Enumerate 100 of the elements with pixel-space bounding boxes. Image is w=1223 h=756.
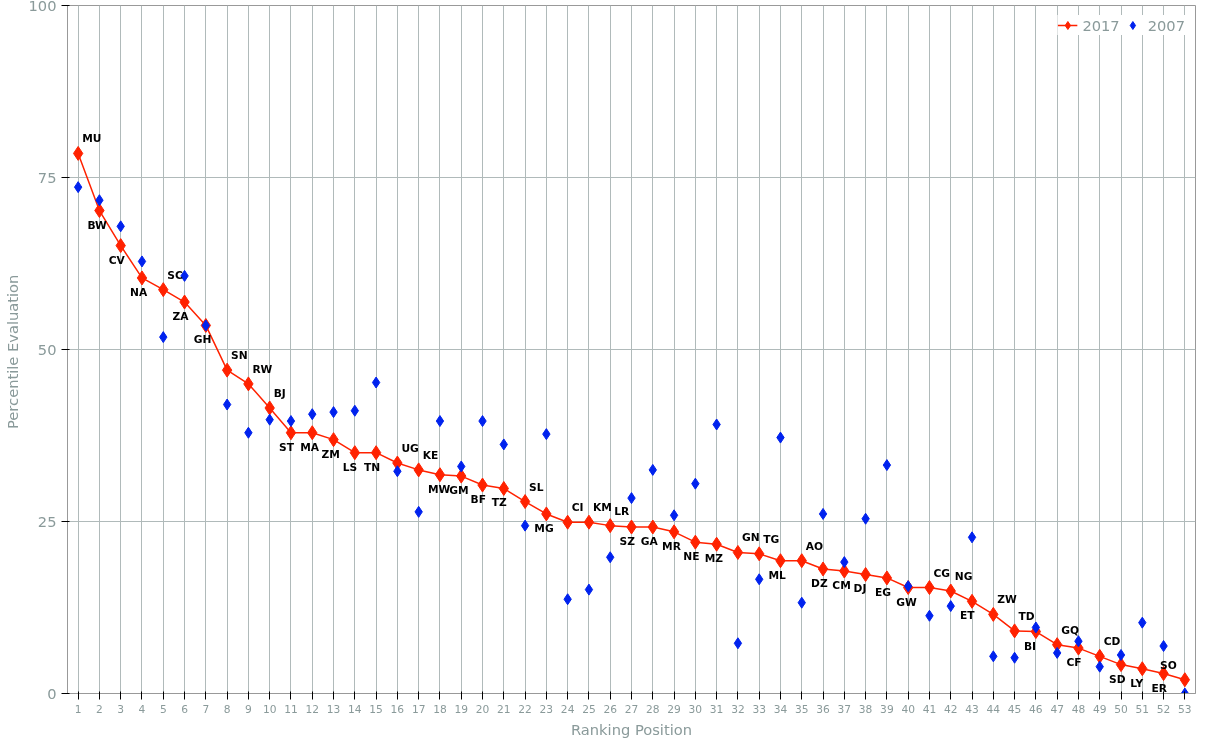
- annotation: ZM: [321, 447, 340, 461]
- x-tick-label: 18: [433, 702, 447, 716]
- x-tick-label: 49: [1092, 702, 1107, 716]
- annotation: TD: [1018, 609, 1035, 623]
- y-tick-label: 100: [28, 0, 57, 14]
- annotation: CG: [933, 566, 951, 580]
- x-tick-label: 38: [858, 702, 873, 716]
- x-tick-label: 52: [1156, 702, 1171, 716]
- x-tick-label: 29: [667, 702, 682, 716]
- annotation: NE: [683, 550, 700, 564]
- x-tick-label: 33: [752, 702, 766, 716]
- annotation: ER: [1151, 681, 1168, 695]
- x-tick-label: 44: [986, 702, 1001, 716]
- x-tick-label: 51: [1135, 702, 1150, 716]
- y-axis-title: Percentile Evaluation: [3, 274, 21, 429]
- x-tick-label: 48: [1071, 702, 1086, 716]
- x-tick-label: 22: [518, 702, 532, 716]
- annotation: SL: [529, 480, 544, 494]
- x-tick-label: 45: [1007, 702, 1022, 716]
- x-tick-label: 21: [497, 702, 511, 716]
- x-tick-label: 36: [816, 702, 831, 716]
- annotation: LS: [342, 460, 358, 474]
- annotation: EG: [874, 585, 891, 599]
- annotation: TG: [763, 532, 780, 546]
- legend-label: 2017: [1082, 16, 1120, 34]
- x-tick-label: 27: [624, 702, 639, 716]
- annotation: GH: [193, 333, 212, 347]
- annotation: RW: [252, 362, 273, 376]
- annotation: GA: [640, 535, 659, 548]
- y-tick-label: 75: [37, 168, 57, 186]
- x-tick-label: 30: [688, 702, 703, 716]
- x-tick-label: 15: [369, 702, 383, 716]
- annotation: ST: [278, 440, 295, 454]
- annotation: BF: [470, 493, 486, 507]
- annotation: CF: [1066, 656, 1082, 670]
- x-tick-label: 11: [284, 702, 298, 716]
- x-tick-label: 43: [965, 702, 979, 716]
- x-tick-label: 2: [96, 702, 103, 716]
- annotation: KE: [422, 448, 439, 462]
- annotation: CV: [108, 253, 126, 267]
- annotation: SO: [1160, 658, 1177, 672]
- x-tick-label: 9: [245, 702, 253, 716]
- annotation: GQ: [1061, 623, 1079, 637]
- annotation: ET: [960, 609, 976, 623]
- x-tick-label: 46: [1029, 702, 1043, 716]
- x-tick-label: 14: [348, 702, 362, 716]
- x-tick-label: 42: [943, 702, 958, 716]
- x-tick-label: 16: [390, 702, 405, 716]
- x-tick-label: 53: [1178, 702, 1192, 716]
- annotation: MA: [300, 440, 320, 454]
- x-tick-label: 7: [202, 702, 210, 716]
- y-tick-label: 25: [37, 512, 57, 530]
- annotation: MU: [82, 132, 102, 146]
- annotation: UG: [401, 442, 419, 456]
- x-tick-label: 26: [603, 702, 618, 716]
- annotation: GN: [741, 531, 760, 545]
- x-tick-label: 8: [223, 702, 231, 716]
- legend-label: 2007: [1147, 16, 1185, 34]
- x-tick-label: 4: [138, 702, 146, 716]
- x-tick-label: 25: [582, 702, 596, 716]
- x-tick-label: 39: [880, 702, 894, 716]
- y-tick-label: 50: [37, 340, 57, 358]
- x-tick-label: 12: [305, 702, 320, 716]
- annotation: GM: [449, 484, 469, 498]
- x-tick-label: 20: [475, 702, 490, 716]
- x-tick-label: 32: [731, 702, 745, 716]
- y-tick-label: 0: [47, 684, 57, 702]
- annotation: MZ: [704, 552, 724, 566]
- annotation: MW: [427, 482, 451, 496]
- annotation: MR: [662, 539, 681, 553]
- x-tick-label: 50: [1114, 702, 1129, 716]
- x-tick-label: 41: [922, 702, 937, 716]
- annotation: SC: [167, 268, 183, 282]
- annotation: SZ: [619, 535, 636, 548]
- x-tick-label: 28: [646, 702, 660, 716]
- annotation: DJ: [853, 582, 867, 596]
- x-tick-label: 6: [181, 702, 189, 716]
- x-tick-label: 34: [773, 702, 788, 716]
- x-tick-label: 40: [901, 702, 916, 716]
- annotation: CM: [832, 579, 851, 593]
- x-tick-label: 17: [411, 702, 426, 716]
- annotation: ZW: [997, 593, 1018, 607]
- annotation: GW: [896, 595, 917, 609]
- annotation: SN: [231, 349, 248, 363]
- annotation: CD: [1103, 635, 1121, 649]
- annotation: BJ: [273, 386, 286, 400]
- annotation: TN: [364, 460, 381, 474]
- x-tick-label: 3: [117, 702, 125, 716]
- x-tick-label: 47: [1050, 702, 1064, 716]
- x-tick-label: 5: [159, 702, 167, 716]
- x-tick-label: 24: [560, 702, 575, 716]
- annotation: AO: [805, 539, 824, 553]
- x-tick-label: 13: [326, 702, 341, 716]
- x-tick-label: 23: [539, 702, 554, 716]
- annotation: NG: [954, 569, 973, 583]
- annotation: ML: [768, 568, 787, 582]
- annotation: NA: [129, 285, 148, 299]
- annotation: MG: [534, 521, 554, 535]
- annotation: TZ: [491, 496, 508, 510]
- x-tick-label: 19: [454, 702, 469, 716]
